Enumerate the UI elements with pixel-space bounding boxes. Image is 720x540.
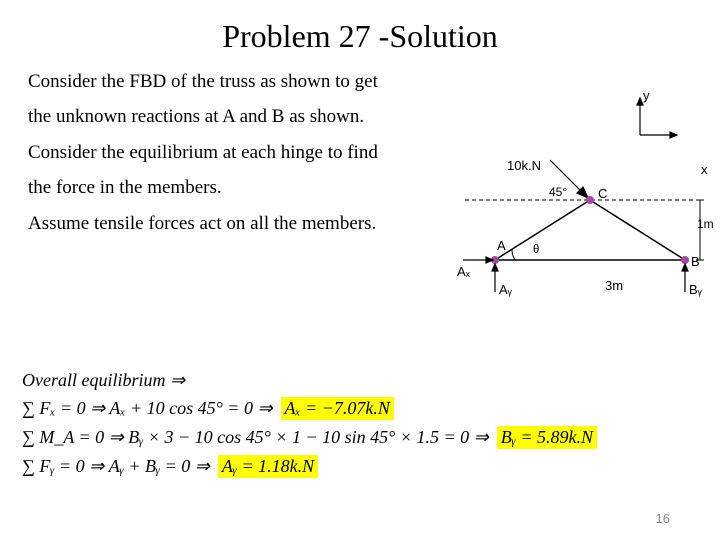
node-A: A bbox=[497, 238, 506, 253]
page-number: 16 bbox=[656, 511, 670, 526]
page-title: Problem 27 -Solution bbox=[0, 0, 720, 67]
equations-block: Overall equilibrium ⇒ ∑ Fₓ = 0 ⇒ Aₓ + 10… bbox=[22, 370, 702, 484]
eq-row-3: ∑ Fᵧ = 0 ⇒ Aᵧ + Bᵧ = 0 ⇒ Aᵧ = 1.18k.N bbox=[22, 455, 702, 478]
eq3-lhs: ∑ Fᵧ = 0 ⇒ Aᵧ + Bᵧ = 0 ⇒ bbox=[22, 456, 210, 477]
eq-row-2: ∑ M_A = 0 ⇒ Bᵧ × 3 − 10 cos 45° × 1 − 10… bbox=[22, 426, 702, 449]
force-label: 10k.N bbox=[507, 158, 541, 173]
body-text: Consider the FBD of the truss as shown t… bbox=[0, 67, 440, 238]
truss-diagram: y x 10k.N 45° C A B θ bbox=[455, 90, 715, 300]
span-label: 3m bbox=[605, 278, 623, 293]
eq2-result: Bᵧ = 5.89k.N bbox=[497, 426, 597, 449]
eq3-result: Aᵧ = 1.18k.N bbox=[218, 455, 318, 478]
body-p2: the unknown reactions at A and B as show… bbox=[28, 102, 440, 131]
eq-row-1: ∑ Fₓ = 0 ⇒ Aₓ + 10 cos 45° = 0 ⇒ Aₓ = −7… bbox=[22, 397, 702, 420]
node-B: B bbox=[691, 254, 700, 269]
theta-label: θ bbox=[533, 241, 539, 256]
eq1-result: Aₓ = −7.07k.N bbox=[281, 397, 394, 420]
body-p1: Consider the FBD of the truss as shown t… bbox=[28, 67, 440, 96]
height-label: 1m bbox=[697, 217, 714, 231]
eq1-lhs: ∑ Fₓ = 0 ⇒ Aₓ + 10 cos 45° = 0 ⇒ bbox=[22, 398, 273, 419]
node-C: C bbox=[598, 186, 607, 201]
angle-45: 45° bbox=[549, 185, 567, 199]
axis-x-label: x bbox=[701, 162, 708, 177]
axis-y-label: y bbox=[643, 90, 650, 103]
body-p5: Assume tensile forces act on all the mem… bbox=[28, 209, 440, 238]
body-p3: Consider the equilibrium at each hinge t… bbox=[28, 138, 440, 167]
eq-overall: Overall equilibrium ⇒ bbox=[22, 370, 702, 391]
body-p4: the force in the members. bbox=[28, 173, 440, 202]
Ay-label: Aᵧ bbox=[499, 282, 513, 297]
eq2-lhs: ∑ M_A = 0 ⇒ Bᵧ × 3 − 10 cos 45° × 1 − 10… bbox=[22, 427, 489, 448]
By-label: Bᵧ bbox=[689, 282, 703, 297]
Ax-label: Aₓ bbox=[457, 264, 471, 279]
